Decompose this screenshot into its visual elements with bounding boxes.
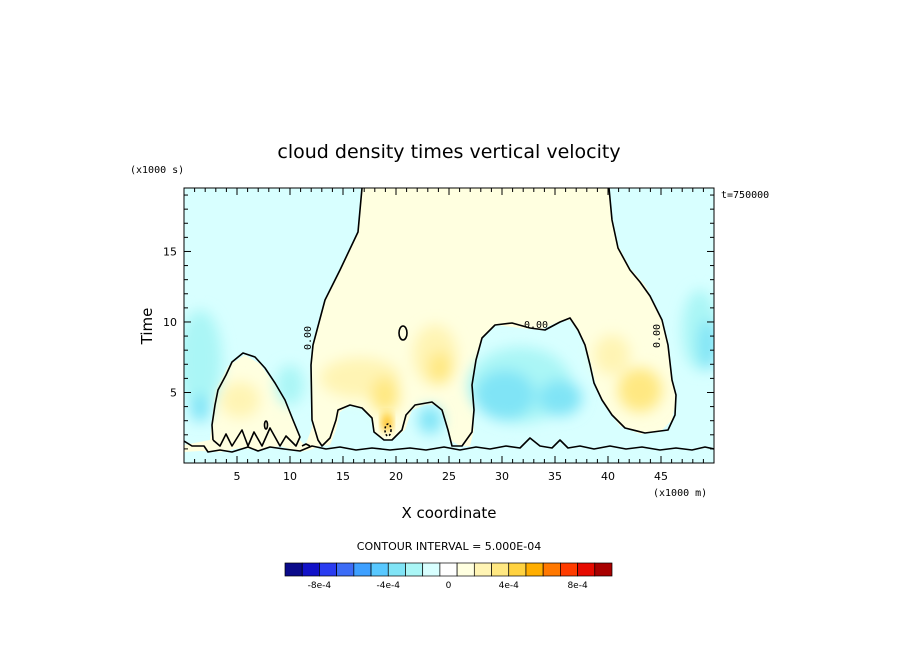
shade-blob <box>428 352 452 384</box>
y-tick-label: 15 <box>163 245 177 258</box>
x-axis-ticks: 5 10 15 20 25 30 35 40 45 <box>183 188 715 483</box>
shade-blob <box>220 382 260 418</box>
colorbar-tick-label: -8e-4 <box>308 581 332 591</box>
x-axis-title: X coordinate <box>401 504 496 522</box>
colorbar-swatch <box>491 562 510 577</box>
colorbar-swatch <box>542 562 561 577</box>
shade-blob <box>538 380 582 416</box>
x-tick-label: 40 <box>601 470 615 483</box>
contour-label: 0.00 <box>524 320 548 331</box>
colorbar-swatch <box>387 562 406 577</box>
colorbar-swatch <box>594 562 613 577</box>
shade-blob <box>475 370 535 420</box>
x-tick-label: 35 <box>548 470 562 483</box>
colorbar-swatch <box>422 562 441 577</box>
colorbar-swatch <box>284 562 303 577</box>
contour-line-main <box>310 188 677 447</box>
contour-line-island <box>384 423 392 437</box>
chart-title: cloud density times vertical velocity <box>277 141 620 163</box>
y-tick-label: 5 <box>170 386 177 399</box>
shade-blob <box>618 368 662 412</box>
colorbar-swatch <box>370 562 389 577</box>
contour-line-left-bubble <box>211 352 301 447</box>
shade-blob <box>594 335 630 375</box>
x-tick-label: 20 <box>389 470 403 483</box>
y-axis-ticks: 5 10 15 <box>163 194 714 464</box>
x-units-label: (x1000 m) <box>653 488 707 499</box>
colorbar-swatch <box>301 562 320 577</box>
colorbar-swatch <box>560 562 578 577</box>
shade-blob <box>698 320 714 370</box>
x-tick-label: 25 <box>442 470 456 483</box>
contour-label: 0.00 <box>652 324 663 348</box>
shade-blob <box>384 420 390 430</box>
colorbar-tick-label: 8e-4 <box>567 581 588 591</box>
contour-line-island <box>398 325 408 341</box>
colorbar <box>284 562 613 577</box>
contour-line-small <box>301 443 311 447</box>
colorbar-swatch <box>473 562 492 577</box>
y-units-label: (x1000 s) <box>130 165 184 176</box>
time-stamp: t=750000 <box>721 190 769 201</box>
colorbar-swatch <box>525 562 544 577</box>
x-tick-label: 45 <box>654 470 668 483</box>
colorbar-swatch <box>319 562 337 577</box>
x-tick-label: 5 <box>234 470 241 483</box>
x-tick-label: 15 <box>336 470 350 483</box>
contour-interval: CONTOUR INTERVAL = 5.000E-04 <box>357 540 541 553</box>
y-axis-title: Time <box>138 308 156 346</box>
x-tick-label: 30 <box>495 470 509 483</box>
colorbar-swatch <box>508 562 527 577</box>
shade-blob <box>371 377 399 413</box>
colorbar-swatch <box>439 562 458 577</box>
colorbar-tick-label: 0 <box>446 581 452 591</box>
colorbar-swatch <box>336 562 355 577</box>
colorbar-tick-label: 4e-4 <box>499 581 520 591</box>
shade-blob <box>190 394 210 422</box>
contour-line-island <box>263 420 269 430</box>
y-tick-label: 10 <box>163 316 177 329</box>
shade-blob <box>418 406 442 434</box>
colorbar-tick-label: -4e-4 <box>377 581 401 591</box>
colorbar-swatch <box>405 562 424 577</box>
shade-blob <box>184 310 222 410</box>
colorbar-swatch <box>456 562 475 577</box>
shade-blob <box>276 365 304 405</box>
zero-contours <box>184 188 714 453</box>
contour-line-bottom <box>184 437 714 453</box>
colorbar-swatch <box>577 562 596 577</box>
contour-field <box>184 188 714 463</box>
positive-region <box>184 188 676 452</box>
contour-label: 0.00 <box>303 326 314 350</box>
colorbar-swatch <box>353 562 372 577</box>
colorbar-labels: -8e-4 -4e-4 0 4e-4 8e-4 <box>308 581 588 591</box>
x-tick-label: 10 <box>283 470 297 483</box>
